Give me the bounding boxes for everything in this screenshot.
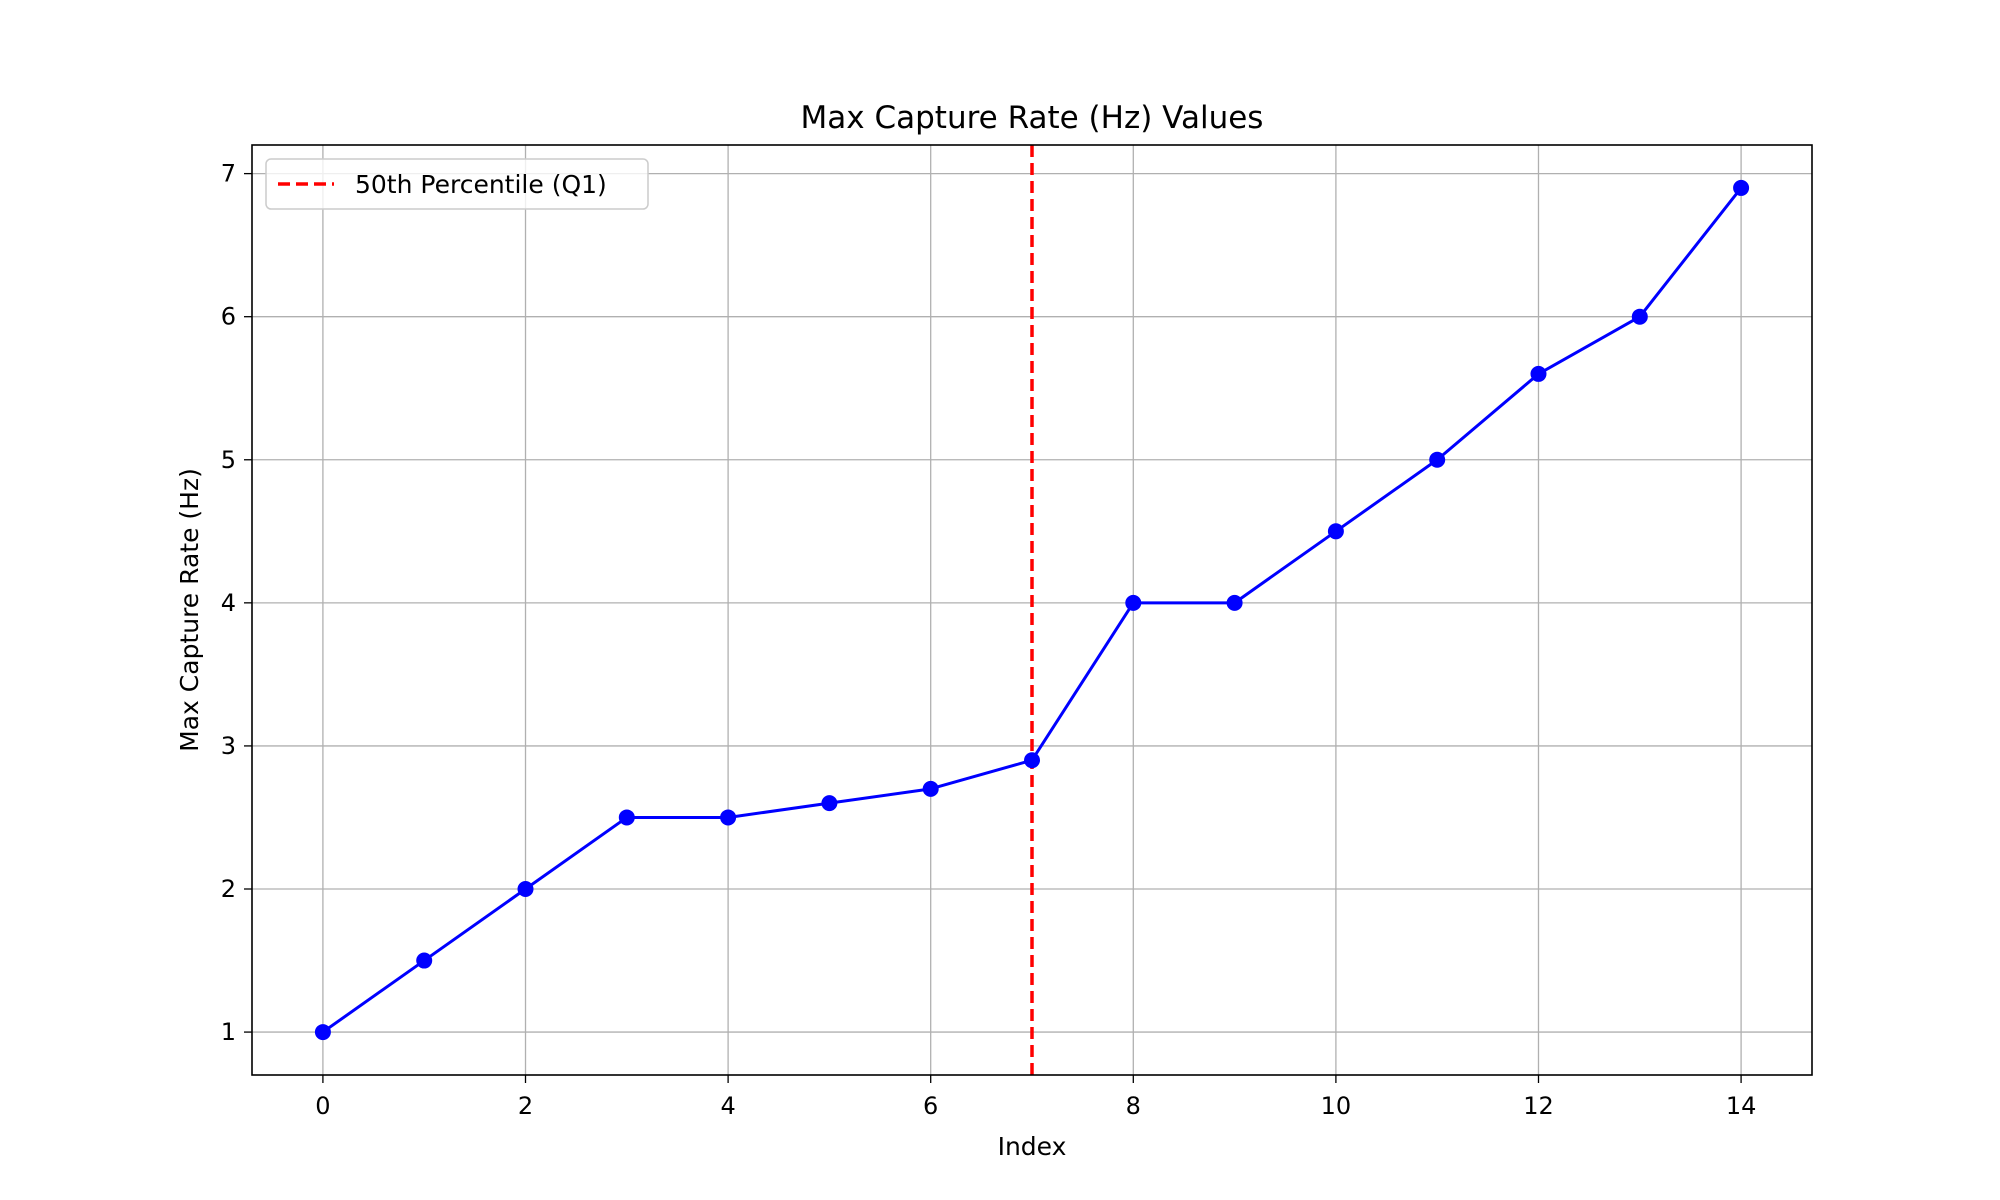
data-point	[1631, 308, 1648, 325]
data-point	[922, 780, 939, 797]
x-tick-label: 0	[315, 1092, 330, 1120]
data-point	[1530, 365, 1547, 382]
y-tick-label: 5	[221, 446, 236, 474]
data-point	[618, 809, 635, 826]
chart-title: Max Capture Rate (Hz) Values	[801, 100, 1264, 136]
y-tick-label: 7	[221, 160, 236, 188]
y-tick-label: 6	[221, 303, 236, 331]
data-point	[416, 952, 433, 969]
y-tick-label: 2	[221, 875, 236, 903]
x-tick-label: 10	[1321, 1092, 1352, 1120]
x-tick-label: 12	[1523, 1092, 1554, 1120]
x-tick-label: 8	[1126, 1092, 1141, 1120]
plot-frame	[251, 144, 1813, 1076]
y-tick-label: 4	[221, 589, 236, 617]
y-axis-ticks: 1 2 3 4 5 6 7	[221, 160, 252, 1046]
y-tick-label: 3	[221, 732, 236, 760]
data-point	[1429, 451, 1446, 468]
x-tick-label: 2	[518, 1092, 533, 1120]
y-tick-label: 1	[221, 1018, 236, 1046]
legend-box	[265, 158, 649, 210]
data-point	[517, 881, 534, 897]
data-point	[1024, 752, 1040, 769]
x-axis-ticks: 0 2 4 6 8 10 12 14	[315, 1075, 1756, 1120]
data-point	[1125, 594, 1142, 611]
x-axis-label: Index	[998, 1132, 1067, 1161]
data-point	[720, 809, 737, 826]
data-point	[821, 795, 838, 812]
data-point	[1733, 179, 1750, 196]
legend: 50th Percentile (Q1)	[265, 158, 649, 210]
y-axis-label: Max Capture Rate (Hz)	[175, 468, 204, 752]
data-point	[1226, 594, 1243, 611]
series-layer	[314, 179, 1750, 1041]
x-tick-label: 6	[923, 1092, 938, 1120]
data-point	[314, 1024, 331, 1041]
legend-label-percentile: 50th Percentile (Q1)	[355, 170, 607, 199]
data-point	[1327, 523, 1344, 540]
x-tick-label: 4	[720, 1092, 735, 1120]
x-tick-label: 14	[1726, 1092, 1757, 1120]
